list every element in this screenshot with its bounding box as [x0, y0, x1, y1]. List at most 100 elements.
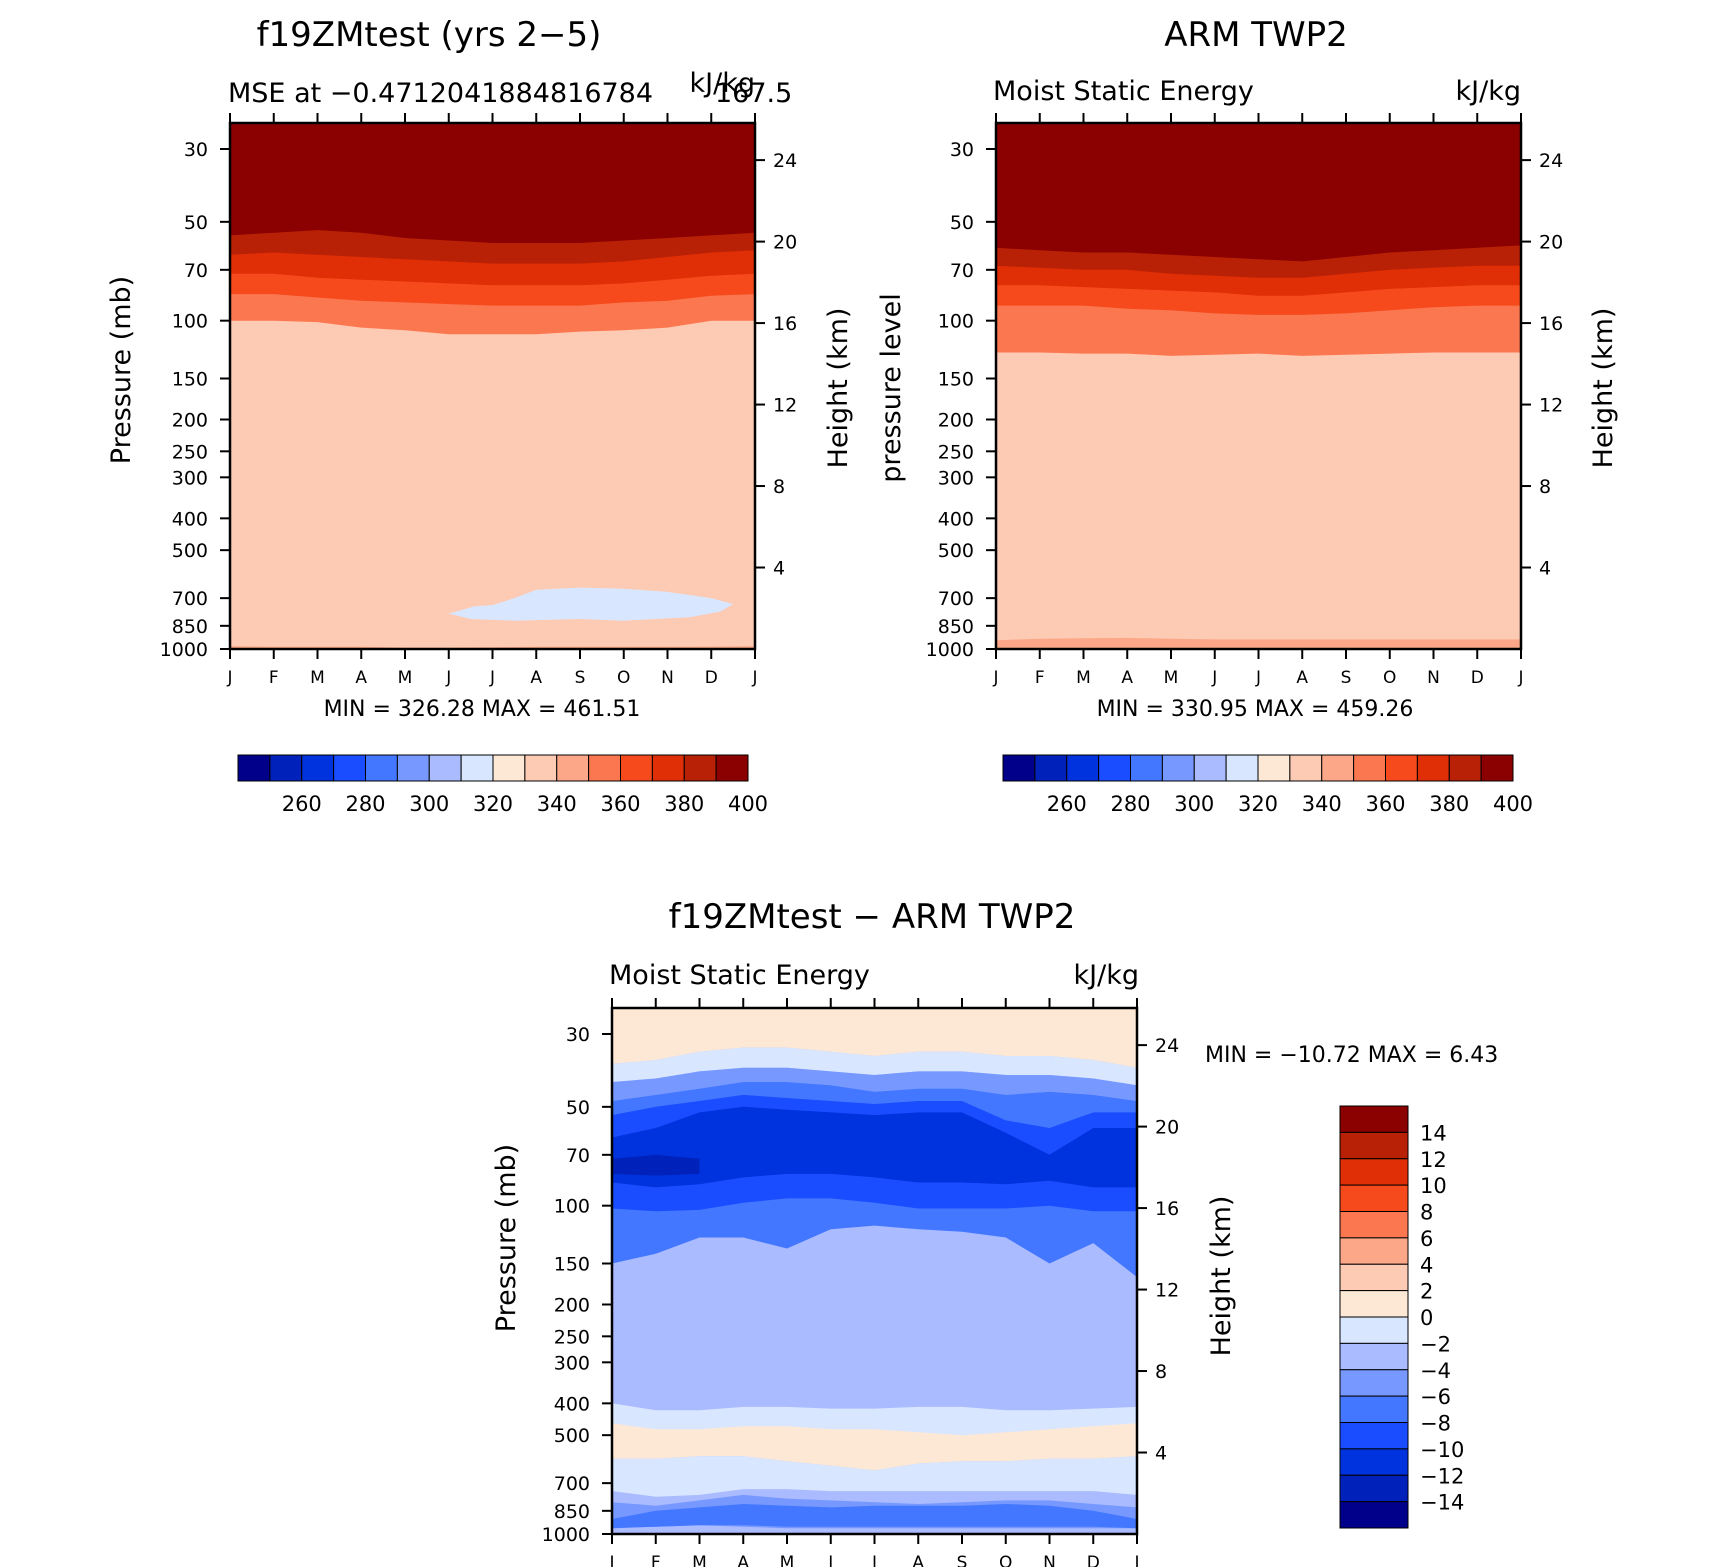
colorbar-label: 260 [282, 792, 322, 816]
p3-month-label: A [737, 1553, 749, 1567]
p2-month-label: M [1164, 668, 1179, 688]
colorbar-swatch [1339, 1237, 1409, 1265]
p3-month-label: A [912, 1553, 924, 1567]
colorbar-label: −8 [1420, 1412, 1451, 1436]
p2-month-label: S [1341, 668, 1352, 688]
p1-pressure-tick-label: 300 [172, 467, 208, 489]
p2-month-label: J [1517, 668, 1523, 688]
p1-month-label: M [310, 668, 325, 688]
p2-frame [994, 121, 1523, 651]
p1-band-400 [230, 123, 755, 243]
colorbar-swatch [1289, 754, 1323, 782]
p1-month-label: N [661, 668, 674, 688]
p3-height-tick-label: 16 [1155, 1198, 1179, 1220]
p3-height-tick-label: 24 [1155, 1035, 1179, 1057]
p3-band-13 [612, 1504, 1137, 1529]
colorbar-swatch [620, 754, 653, 782]
p1-month-label: F [269, 668, 279, 688]
panel2-colorbar: 260 280 300 320 340 360 380 400 [1002, 754, 1533, 816]
p1-month-label: D [705, 668, 718, 688]
p1-pressure-tick-label: 500 [172, 540, 208, 562]
p1-month-label: J [226, 668, 232, 688]
panel1-subtitle-mid: 167.5 [715, 78, 792, 109]
p3-pressure-tick-label: 150 [554, 1253, 590, 1275]
colorbar-swatch [1339, 1342, 1409, 1371]
p2-pressure-tick-label: 300 [938, 467, 974, 489]
p2-pressure-tick-label: 500 [938, 540, 974, 562]
colorbar-swatch [1339, 1263, 1409, 1292]
panel1-colorbar: 260 280 300 320 340 360 380 400 [237, 754, 768, 816]
colorbar-label: 400 [728, 792, 768, 816]
panel2-y2label: Height (km) [1588, 308, 1619, 469]
p1-month-label: S [575, 668, 586, 688]
panel3-title: f19ZMtest − ARM TWP2 [669, 897, 1076, 937]
colorbar-label: −12 [1420, 1464, 1464, 1488]
colorbar-swatch [237, 754, 271, 782]
colorbar-swatch [1353, 754, 1386, 782]
colorbar-swatch [1416, 754, 1450, 782]
colorbar-label: 300 [1174, 792, 1214, 816]
p2-height-tick-label: 4 [1539, 558, 1551, 580]
p2-month-label: J [1255, 668, 1261, 688]
p1-month-label: J [445, 668, 451, 688]
colorbar-label: 340 [537, 792, 577, 816]
p1-pressure-tick-label: 150 [172, 368, 208, 390]
panel3-subtitle-left: Moist Static Energy [609, 960, 870, 991]
p1-height-tick-label: 12 [773, 395, 797, 417]
p1-height-tick-label: 24 [773, 150, 797, 172]
p3-month-label: F [651, 1553, 661, 1567]
colorbar-label: 0 [1420, 1306, 1433, 1330]
colorbar-swatch [1339, 1448, 1409, 1476]
p3-pressure-tick-label: 200 [554, 1295, 590, 1317]
p2-pressure-tick-label: 400 [938, 508, 974, 530]
colorbar-swatch [556, 754, 590, 782]
colorbar-swatch [269, 754, 303, 782]
colorbar-label: 340 [1302, 792, 1342, 816]
colorbar-label: 6 [1420, 1227, 1433, 1251]
colorbar-label: 8 [1420, 1201, 1433, 1225]
colorbar-swatch [1339, 1474, 1409, 1503]
p2-pressure-tick-label: 1000 [926, 639, 974, 661]
colorbar-label: 12 [1420, 1148, 1447, 1172]
p3-month-label: S [957, 1553, 968, 1567]
colorbar-swatch [301, 754, 335, 782]
p3-pressure-tick-label: 850 [554, 1501, 590, 1523]
p1-height-tick-label: 4 [773, 558, 785, 580]
p3-band-3 [612, 1047, 1137, 1086]
p3-pressure-tick-label: 700 [554, 1473, 590, 1495]
colorbar-swatch [524, 754, 558, 782]
colorbar-label: 280 [1110, 792, 1150, 816]
p1-pressure-tick-label: 400 [172, 508, 208, 530]
colorbar-swatch [1339, 1395, 1409, 1423]
p2-pressure-tick-label: 200 [938, 410, 974, 432]
panel1-title: f19ZMtest (yrs 2−5) [257, 15, 602, 55]
p3-month-label: J [871, 1553, 877, 1567]
p2-band-surface [996, 637, 1521, 649]
colorbar-swatch [365, 754, 398, 782]
p1-month-label: O [617, 668, 630, 688]
p1-height-tick-label: 8 [773, 476, 785, 498]
p1-pressure-tick-label: 200 [172, 410, 208, 432]
panel3-units: kJ/kg [1074, 960, 1139, 991]
panel-difference-mse: f19ZMtest − ARM TWP2 Moist Static Energy… [491, 897, 1498, 1567]
p2-month-label: J [1211, 668, 1217, 688]
colorbar-swatch [683, 754, 717, 782]
colorbar-label: 10 [1420, 1174, 1447, 1198]
p2-pressure-tick-label: 50 [950, 212, 974, 234]
colorbar-label: 320 [1238, 792, 1278, 816]
p1-month-label: A [355, 668, 367, 688]
p3-month-label: J [608, 1553, 614, 1567]
colorbar-label: 360 [600, 792, 640, 816]
colorbar-label: 280 [345, 792, 385, 816]
p3-month-label: M [692, 1553, 707, 1567]
p2-pressure-tick-label: 700 [938, 588, 974, 610]
p2-pressure-tick-label: 150 [938, 368, 974, 390]
p2-month-label: N [1427, 668, 1440, 688]
colorbar-label: 14 [1420, 1121, 1447, 1145]
panel3-y2label: Height (km) [1206, 1196, 1237, 1357]
colorbar-swatch [1339, 1501, 1409, 1529]
p1-month-label: A [530, 668, 542, 688]
colorbar-swatch [1339, 1131, 1409, 1160]
colorbar-swatch [715, 754, 749, 782]
